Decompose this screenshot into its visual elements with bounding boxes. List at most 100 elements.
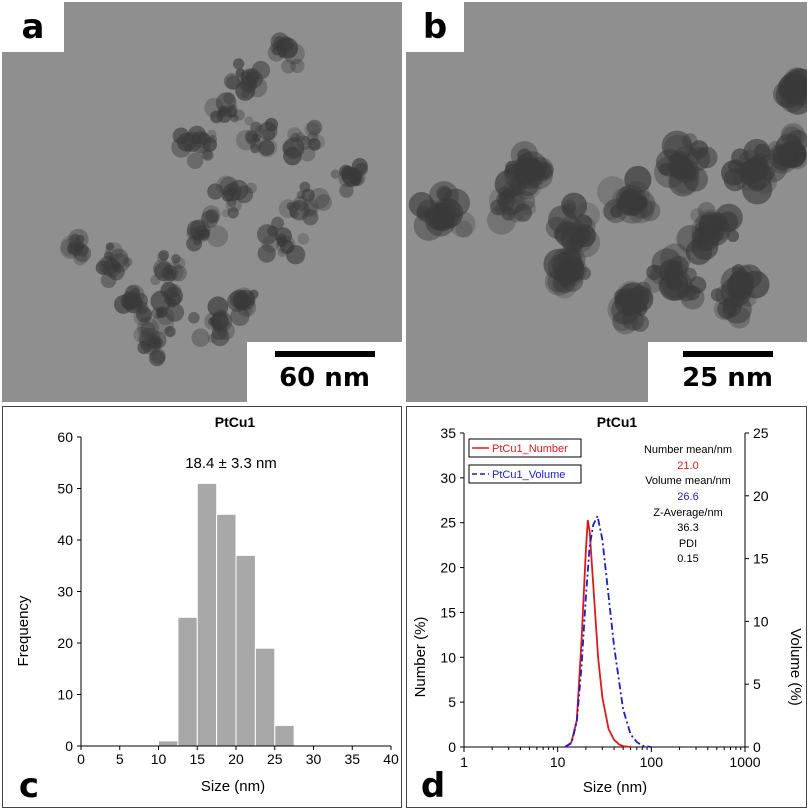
nanoparticle	[290, 58, 305, 74]
nanoparticle	[191, 130, 209, 148]
nanoparticle-cluster-b	[408, 67, 807, 335]
y-tick-label: 60	[57, 429, 73, 445]
nanoparticle	[511, 169, 543, 200]
nanoparticle	[156, 306, 168, 319]
nanoparticle	[246, 132, 260, 147]
nanoparticle	[721, 160, 747, 186]
nanoparticle	[170, 265, 187, 282]
nanoparticle	[436, 185, 452, 202]
nanoparticle	[171, 254, 181, 264]
nanoparticle	[659, 271, 689, 301]
histogram-plot-area: 0 5 10 15 20 25 30 35 40 0 10 20 30 40 50 60	[57, 429, 399, 767]
x-axis-label: Size (nm)	[583, 779, 647, 796]
histogram-chart: PtCu1 18.4 ± 3.3 nm Frequency Size (nm) …	[15, 414, 399, 795]
histogram-bar	[216, 513, 237, 747]
y-tick-label-right: 20	[753, 488, 769, 504]
nanoparticle	[270, 32, 290, 51]
nanoparticle	[603, 198, 628, 224]
nanoparticle	[114, 295, 133, 314]
nanoparticle	[123, 257, 133, 267]
nanoparticle	[691, 233, 719, 261]
nanoparticle	[192, 236, 202, 246]
nanoparticle	[487, 205, 516, 235]
nanoparticle	[163, 286, 184, 306]
nanoparticle	[515, 152, 540, 178]
y-tick-label-right: 0	[753, 739, 761, 755]
nanoparticle	[292, 195, 309, 211]
nanoparticle	[241, 90, 250, 99]
nanoparticle	[104, 251, 114, 261]
panel-c-histogram: PtCu1 18.4 ± 3.3 nm Frequency Size (nm) …	[2, 406, 402, 808]
nanoparticle	[188, 312, 200, 324]
nanoparticle	[133, 326, 150, 343]
nanoparticle	[537, 161, 554, 179]
stat-number-mean-value: 21.0	[677, 460, 698, 472]
stat-pdi-label: PDI	[679, 538, 697, 550]
y-tick-label-left: 15	[440, 604, 456, 620]
tem-image-a	[60, 32, 368, 367]
nanoparticle	[261, 235, 280, 253]
nanoparticle	[530, 157, 554, 181]
y-tick-label-left: 10	[440, 649, 456, 665]
nanoparticle	[779, 142, 796, 159]
nanoparticle	[441, 188, 470, 217]
nanoparticle	[77, 245, 89, 257]
y-axis-label: Frequency	[15, 595, 32, 666]
legend: PtCu1_Number PtCu1_Volume	[468, 438, 582, 484]
nanoparticle	[74, 241, 85, 252]
y-tick-label: 30	[57, 584, 73, 600]
histogram-bar	[274, 724, 295, 747]
nanoparticle	[202, 137, 217, 152]
nanoparticle	[60, 238, 81, 259]
nanoparticle	[197, 132, 211, 146]
nanoparticle	[182, 131, 203, 153]
x-axis-label: Size (nm)	[201, 778, 265, 795]
stats-block: Number mean/nm 21.0 Volume mean/nm 26.6 …	[644, 444, 732, 565]
nanoparticle	[768, 145, 797, 174]
stat-pdi-value: 0.15	[677, 553, 698, 565]
y-tick-label: 50	[57, 481, 73, 497]
nanoparticle	[577, 266, 591, 280]
nanoparticle	[527, 163, 549, 185]
nanoparticle	[455, 220, 473, 238]
stat-volume-mean-label: Volume mean/nm	[645, 475, 731, 487]
panel-letter-b: b	[406, 2, 464, 52]
nanoparticle	[646, 264, 662, 280]
scale-label-a: 60 nm	[279, 363, 370, 393]
histogram-bar	[235, 554, 256, 747]
chart-title: PtCu1	[597, 414, 638, 430]
panel-letter-c: c	[3, 762, 55, 807]
y-tick-label-right: 5	[753, 676, 761, 692]
histogram-bar	[196, 482, 218, 747]
nanoparticle	[560, 192, 588, 219]
nanoparticle	[236, 129, 257, 151]
nanoparticle	[262, 127, 276, 141]
chart-title: PtCu1	[215, 414, 256, 430]
panel-b-tem-image: b 25 nm	[406, 2, 807, 402]
legend-box-volume	[468, 464, 582, 484]
nanoparticle	[710, 288, 725, 302]
nanoparticle	[430, 210, 449, 229]
nanoparticle	[109, 248, 129, 268]
nanoparticle	[518, 156, 542, 180]
nanoparticle	[695, 146, 718, 169]
nanoparticle	[723, 298, 742, 317]
scale-bar-box-b: 25 nm	[648, 342, 807, 402]
nanoparticle	[663, 260, 683, 279]
legend-label-volume: PtCu1_Volume	[492, 469, 565, 481]
nanoparticle	[208, 317, 217, 326]
dls-chart: PtCu1 Number (%) Volume (%) Size (nm) 1 1…	[412, 414, 804, 796]
nanoparticle	[339, 164, 354, 180]
nanoparticle	[639, 200, 661, 222]
nanoparticle	[616, 191, 648, 224]
nanoparticle	[189, 219, 211, 241]
nanoparticle	[741, 270, 770, 299]
nanoparticle	[627, 285, 654, 313]
nanoparticle	[100, 272, 117, 289]
nanoparticle	[297, 233, 310, 245]
nanoparticle	[503, 179, 522, 198]
nanoparticle	[666, 153, 689, 176]
nanoparticle	[498, 189, 517, 208]
nanoparticle	[173, 257, 186, 270]
